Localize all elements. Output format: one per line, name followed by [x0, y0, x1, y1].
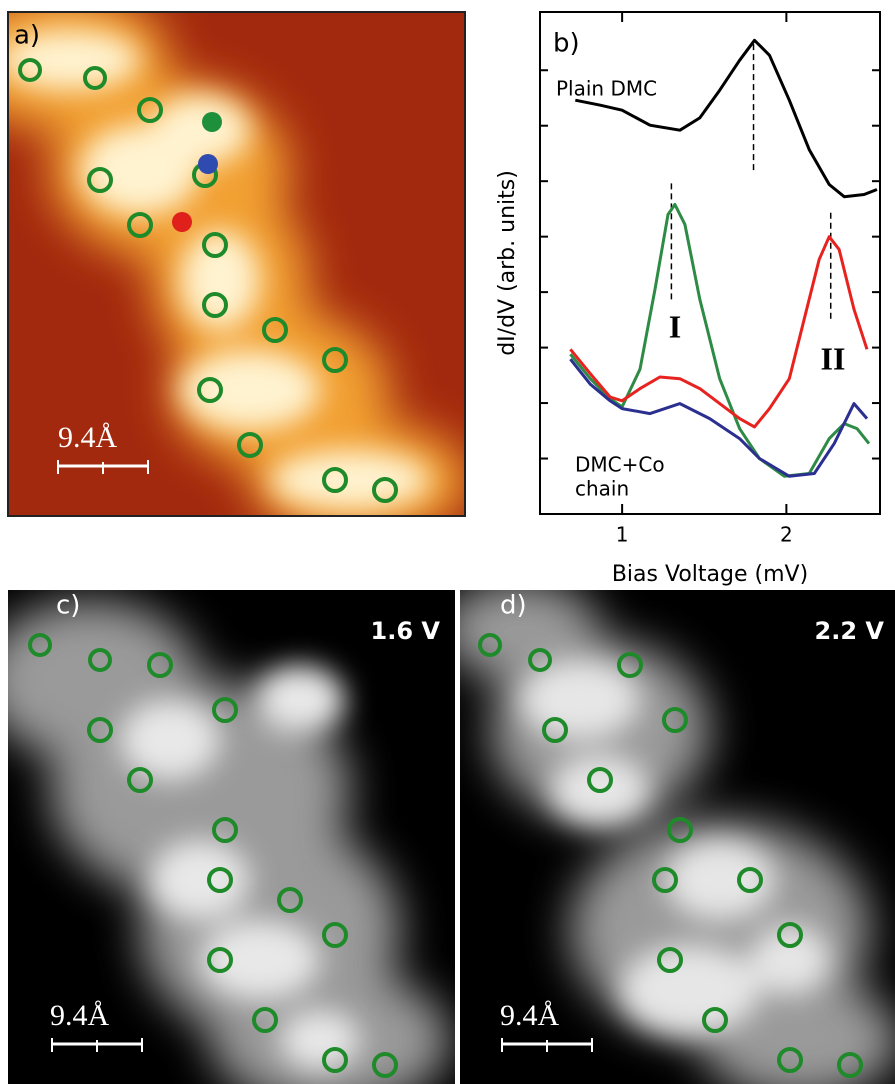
panel-label: c) — [56, 591, 80, 621]
annotation: II — [821, 340, 846, 376]
scale-label: 9.4Å — [58, 421, 118, 454]
panel-a-image — [0, 0, 470, 540]
spectra-chart: b) Bias Voltage (mV) dI/dV (arb. units) … — [495, 12, 880, 587]
annotation: I — [669, 308, 681, 344]
x-axis-label: Bias Voltage (mV) — [612, 562, 808, 587]
figure: a) 9.4Å c) 1.6 V 9.4Å — [0, 0, 895, 1084]
panel-label: d) — [500, 591, 527, 621]
voltage-label: 2.2 V — [815, 617, 885, 645]
scale-label: 9.4Å — [500, 999, 560, 1032]
annotation: DMC+Co — [575, 453, 665, 477]
voltage-label: 1.6 V — [371, 617, 441, 645]
x-tick-label: 1 — [616, 523, 629, 547]
annotation: chain — [575, 477, 629, 501]
annotation: Plain DMC — [556, 77, 657, 101]
panel-label: a) — [14, 21, 40, 51]
scale-label: 9.4Å — [50, 999, 110, 1032]
y-axis-label: dI/dV (arb. units) — [495, 170, 520, 356]
panel-label: b) — [553, 29, 580, 59]
x-tick-label: 2 — [780, 523, 793, 547]
